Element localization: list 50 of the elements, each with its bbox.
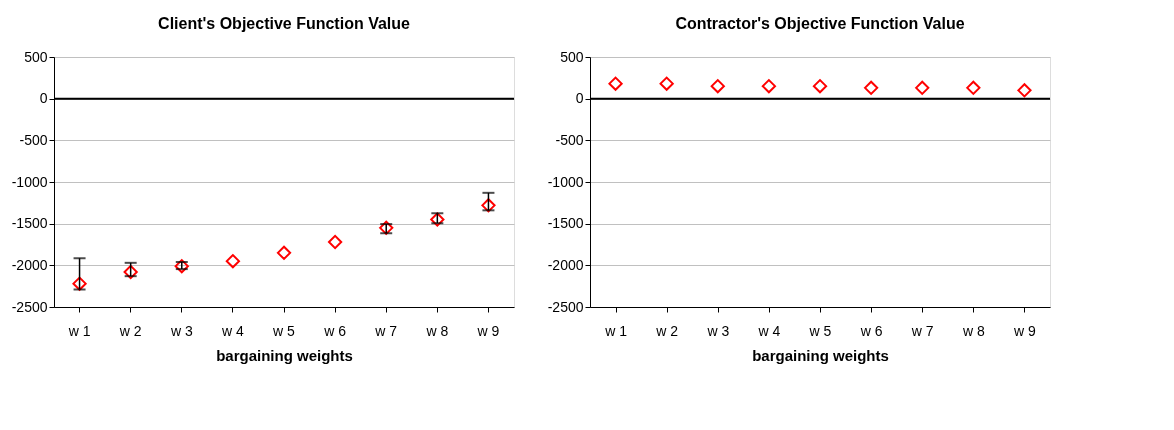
x-tick-label: w 6 (323, 322, 347, 339)
x-axis-title: bargaining weights (752, 346, 889, 364)
x-axis-title: bargaining weights (216, 346, 353, 364)
point (225, 254, 241, 269)
point (481, 198, 496, 213)
x-tick-label: w 5 (808, 322, 832, 339)
point (1017, 83, 1032, 98)
y-tick-label: 0 (575, 90, 584, 107)
x-tick-label: w 1 (67, 322, 91, 339)
point (710, 79, 725, 94)
x-tick-label: w 8 (961, 322, 985, 339)
chart-title: Contractor's Objective Function Value (675, 15, 965, 32)
chart-title: Client's Objective Function Value (158, 15, 411, 32)
point (761, 79, 777, 94)
y-tick-label: 0 (39, 90, 48, 107)
y-tick-label: 500 (24, 48, 48, 65)
y-tick-label: -2500 (547, 298, 584, 315)
y-tick-label: -500 (555, 131, 584, 148)
point (327, 234, 343, 250)
x-tick-label: w 2 (655, 322, 679, 339)
x-tick-label: w 4 (220, 322, 244, 339)
point (966, 80, 981, 95)
y-tick-label: -2500 (11, 298, 48, 315)
x-tick-label: w 2 (118, 322, 142, 339)
point (72, 276, 87, 291)
y-tick-label: -1000 (547, 173, 584, 190)
x-tick-label: w 4 (757, 322, 781, 339)
x-tick-label: w 8 (425, 322, 449, 339)
y-tick-label: -500 (19, 131, 48, 148)
x-tick-label: w 9 (476, 322, 500, 339)
y-tick-label: -1500 (547, 215, 584, 232)
y-tick-label: -2000 (11, 256, 48, 273)
y-tick-label: -2000 (547, 256, 584, 273)
y-tick-label: 500 (560, 48, 584, 65)
x-tick-label: w 3 (169, 322, 193, 339)
x-tick-label: w 9 (1013, 322, 1037, 339)
point (659, 76, 674, 91)
point (812, 79, 828, 94)
point (608, 76, 623, 91)
point (863, 80, 879, 95)
point (915, 80, 930, 95)
x-tick-label: w 7 (374, 322, 398, 339)
x-tick-label: w 3 (706, 322, 730, 339)
y-tick-label: -1500 (11, 215, 48, 232)
y-tick-label: -1000 (11, 173, 48, 190)
x-tick-label: w 5 (272, 322, 296, 339)
x-tick-label: w 6 (859, 322, 883, 339)
point (276, 245, 292, 260)
x-tick-label: w 7 (910, 322, 934, 339)
x-tick-label: w 1 (604, 322, 628, 339)
